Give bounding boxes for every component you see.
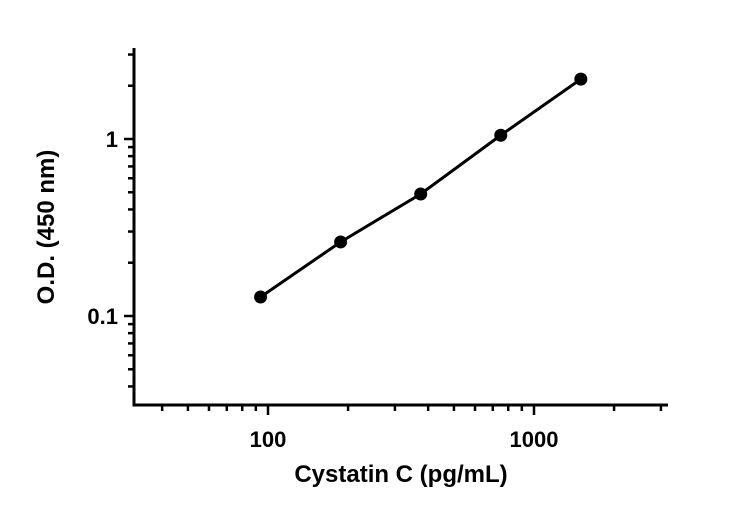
y-tick-label: 1: [106, 127, 118, 152]
data-point: [254, 290, 268, 304]
x-tick-label: 100: [250, 427, 287, 452]
x-axis-ticks: [160, 405, 663, 415]
x-tick-label: 1000: [510, 427, 559, 452]
data-series: [254, 72, 588, 304]
y-axis-title: O.D. (450 nm): [33, 150, 60, 305]
axes: [124, 48, 668, 415]
data-point: [414, 187, 428, 201]
data-point: [574, 72, 588, 86]
y-tick-label: 0.1: [87, 304, 118, 329]
data-point: [334, 235, 348, 249]
data-point: [494, 128, 508, 142]
x-axis-title: Cystatin C (pg/mL): [294, 461, 507, 488]
axis-lines: [132, 48, 668, 407]
y-axis-ticks: [124, 53, 134, 388]
x-axis-tick-labels: 100 1000: [250, 427, 559, 452]
y-axis-tick-labels: 0.11: [87, 127, 118, 329]
